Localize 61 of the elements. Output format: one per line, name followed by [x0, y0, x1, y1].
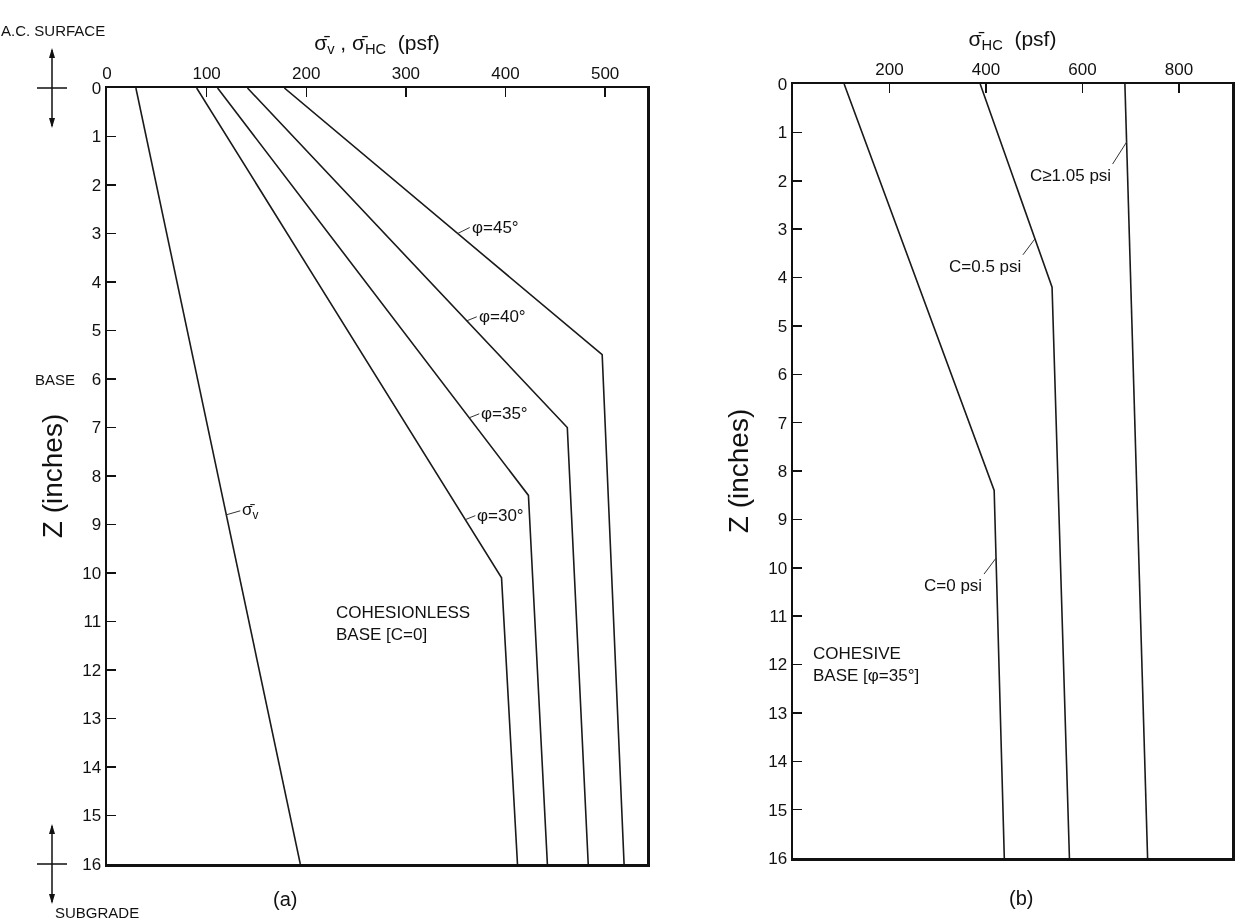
series-label: φ=35° [481, 404, 528, 423]
text: (a) [273, 888, 298, 910]
y-tick-label: 9 [91, 515, 102, 535]
y-tick-label: 11 [83, 612, 102, 632]
y-tick-label: 7 [777, 413, 788, 433]
y-tick-label: 6 [91, 369, 102, 389]
y-tick-label: 15 [82, 806, 102, 826]
y-tick-label: 0 [91, 78, 102, 98]
y-tick-label: 13 [768, 703, 788, 723]
y-tick-label: 8 [91, 466, 102, 486]
x-axis-title: σ̄$_{HC}$ (psf) [968, 26, 1057, 54]
y-tick-label: 2 [777, 171, 788, 191]
y-tick-label: 12 [82, 660, 102, 680]
text: SUBGRADE [55, 904, 140, 921]
series-label: φ=45° [472, 218, 519, 237]
y-tick-label: 7 [91, 418, 102, 438]
y-tick-label: 2 [91, 175, 102, 195]
y-tick-label: 8 [777, 461, 788, 481]
y-tick-label: 3 [91, 224, 102, 244]
text: A.C. SURFACE [1, 22, 106, 39]
series-label: C=0 psi [924, 576, 983, 595]
x-tick-label: 200 [875, 59, 904, 79]
annotation: COHESIVE BASE [φ=35°] [813, 644, 920, 686]
y-tick-label: 12 [768, 655, 788, 675]
y-tick-label: 5 [777, 316, 788, 336]
y-tick-label: 13 [82, 709, 102, 729]
y-axis-title: Z (inches) [36, 413, 68, 539]
text: (b) [1009, 887, 1034, 909]
series-label: σ̄$_{v}$ [242, 500, 259, 522]
x-tick-label: 300 [391, 63, 421, 83]
y-tick-label: 14 [768, 752, 788, 772]
y-tick-label: 10 [82, 563, 102, 583]
y-tick-label: 16 [768, 848, 788, 868]
y-tick-label: 4 [91, 272, 102, 292]
y-tick-label: 11 [769, 607, 788, 627]
x-tick-label: 200 [292, 63, 321, 83]
x-tick-label: 100 [192, 63, 221, 83]
x-axis-title: σ̄$_{v}$ , σ̄$_{HC}$ (psf) [314, 30, 440, 58]
y-tick-label: 14 [82, 757, 102, 777]
y-tick-label: 6 [777, 365, 788, 385]
y-axis-title: Z (inches) [722, 408, 754, 534]
x-tick-label: 600 [1068, 59, 1097, 79]
y-tick-label: 3 [777, 220, 788, 240]
x-tick-label: 400 [491, 63, 520, 83]
x-tick-label: 500 [590, 63, 620, 83]
series-label: C=0.5 psi [949, 257, 1022, 276]
y-tick-label: 1 [777, 123, 788, 143]
x-tick-label: 400 [971, 59, 1001, 79]
series-label: C≥1.05 psi [1030, 166, 1112, 185]
y-tick-label: 15 [768, 800, 788, 820]
y-tick-label: 16 [82, 854, 102, 874]
series-label: φ=30° [477, 506, 524, 525]
x-tick-label: 800 [1164, 59, 1194, 79]
y-tick-label: 4 [777, 268, 788, 288]
y-tick-label: 9 [777, 510, 788, 530]
y-tick-label: 5 [91, 321, 102, 341]
y-tick-label: 1 [91, 127, 102, 147]
text: BASE [35, 371, 76, 388]
y-tick-label: 10 [768, 558, 788, 578]
series-label: φ=40° [479, 307, 526, 326]
annotation: COHESIONLESS BASE [C=0] [336, 603, 471, 645]
